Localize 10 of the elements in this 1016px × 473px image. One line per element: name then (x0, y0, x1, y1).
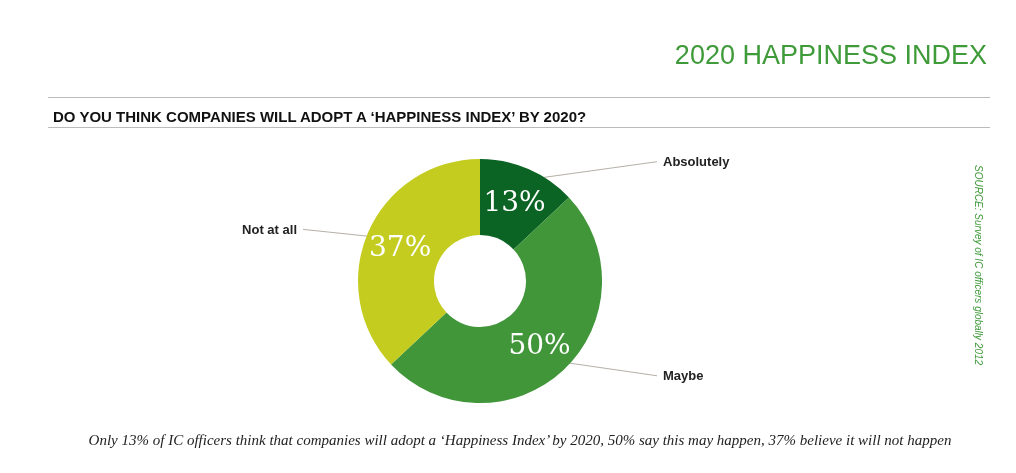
slice-label: Maybe (663, 368, 704, 384)
text: Only 13% of IC officers think that companies will adopt a ‘Happiness Index’ by 2020, 50% say this may happen, 37% believe it will not happen (88, 432, 952, 448)
chart-subtitle: DO YOU THINK COMPANIES WILL ADOPT A ‘HAPPINESS INDEX’ BY 2020? (53, 108, 587, 125)
slice-label: Absolutely (663, 154, 731, 170)
slice-label: Not at all (242, 221, 297, 237)
text: 2020 HAPPINESS INDEX (674, 39, 988, 70)
data-label: 37% (369, 229, 432, 263)
source-note: SOURCE: Survey of IC officers globally 2012 (972, 165, 984, 366)
data-label: 13% (483, 184, 546, 218)
data-label: 50% (508, 327, 571, 361)
